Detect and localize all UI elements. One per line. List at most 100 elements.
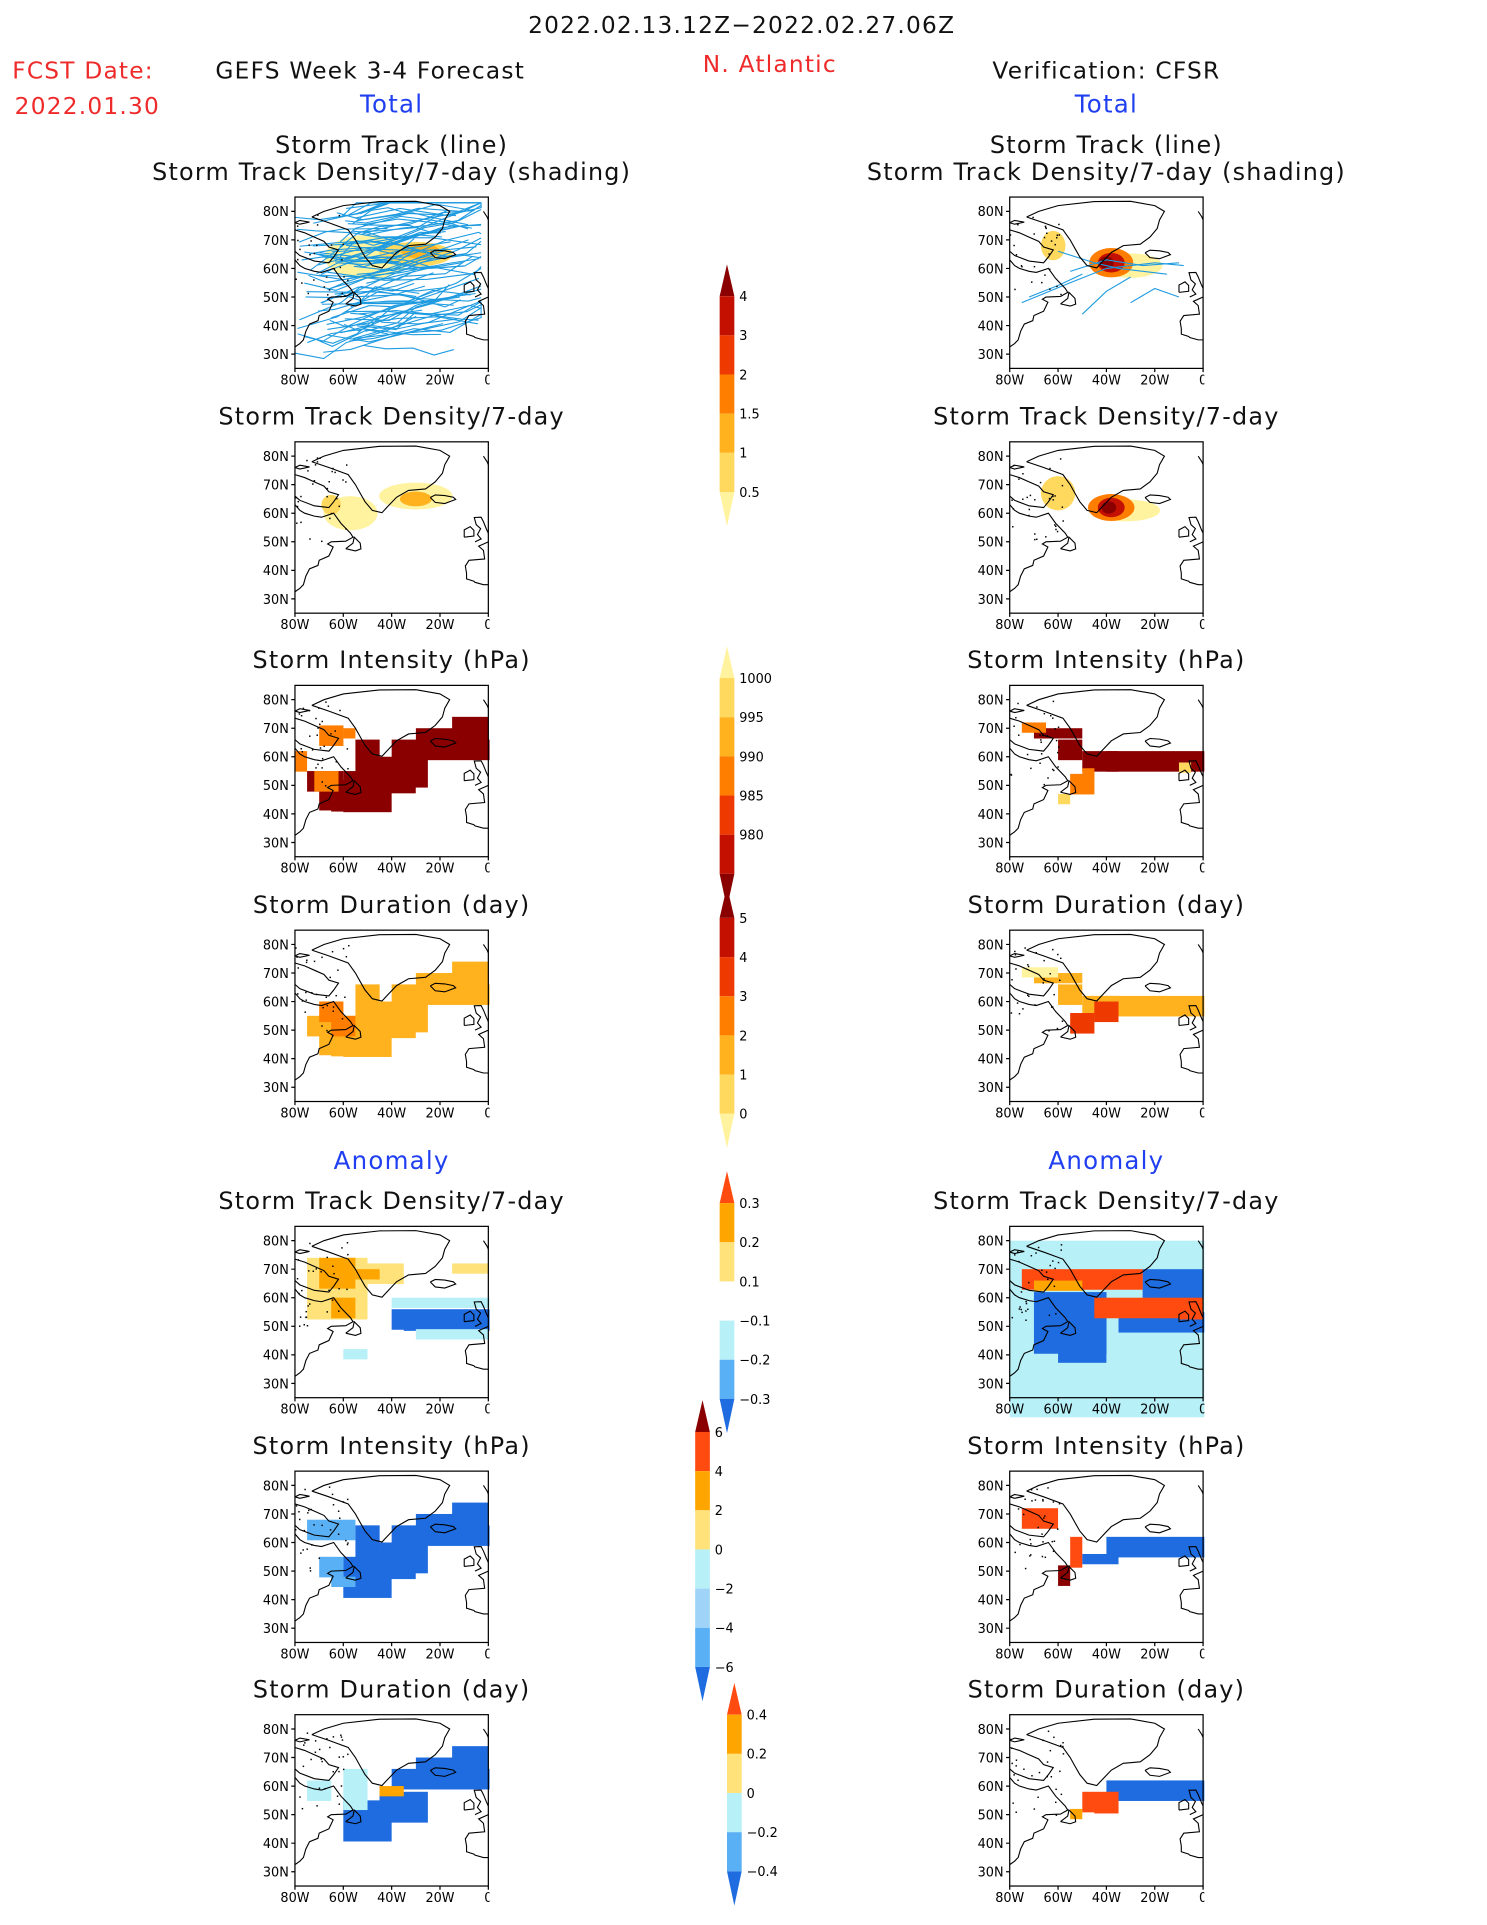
colorbar-segment: [719, 1359, 735, 1399]
colorbar-segment: [726, 1714, 742, 1754]
colorbar-segment: [695, 1549, 710, 1589]
storm-track-line: [337, 203, 475, 221]
map-panel-density-anom-cfsr: 80W 60W 40W 20W 0 80N 70N 60N 50N 40N 30N: [960, 1221, 1397, 1447]
lon-tick-label: 80W: [280, 373, 309, 388]
aint-fc-field: [307, 1502, 501, 1598]
storm-track-line: [305, 272, 434, 299]
colorbar-tick-label: 0: [715, 1543, 723, 1558]
coastline-layer: [294, 1474, 489, 1622]
lat-tick-label: 80N: [978, 1723, 1004, 1738]
lon-tick-label: 80W: [280, 1106, 309, 1121]
lat-tick-label: 30N: [978, 1081, 1004, 1096]
colorbar-tick-label: −6: [715, 1661, 734, 1676]
storm-track-line: [320, 254, 402, 275]
map-svg: 80W 60W 40W 20W 0 80N 70N 60N 50N 40N 30N: [978, 1714, 1216, 1906]
storm-track-line: [306, 291, 417, 298]
lat-tick-label: 80N: [263, 1723, 289, 1738]
colorbar-top-arrow: [719, 1171, 735, 1204]
storm-track-line: [343, 288, 482, 332]
storm-track-line: [326, 289, 471, 325]
colorbar-svg: 1000 995 990 985 980: [719, 646, 772, 909]
storm-track-line: [358, 256, 465, 269]
lon-tick-label: 80W: [995, 1106, 1024, 1121]
colorbar-bottom-arrow: [719, 1398, 735, 1434]
lon-tick-label: 20W: [1140, 373, 1169, 388]
coastline-layer: [1009, 1718, 1204, 1866]
colorbar-tick-label: 995: [739, 711, 764, 726]
storm-track-line: [345, 234, 442, 251]
lat-tick-label: 40N: [263, 1837, 289, 1852]
lon-tick-label: 60W: [1044, 618, 1073, 633]
title-duration-right: Storm Duration (day): [967, 890, 1246, 920]
lat-tick-label: 60N: [263, 1536, 289, 1551]
lon-tick-label: 0: [1199, 618, 1204, 633]
lat-tick-label: 40N: [978, 1837, 1004, 1852]
lon-tick-label: 60W: [1044, 1891, 1073, 1906]
lon-tick-label: 0: [484, 1647, 489, 1662]
model-title: GEFS Week 3-4 Forecast: [215, 57, 526, 85]
lat-tick-label: 70N: [978, 479, 1004, 494]
lat-tick-label: 40N: [978, 808, 1004, 823]
storm-track-line: [317, 255, 434, 266]
lat-tick-label: 40N: [263, 564, 289, 579]
lon-tick-label: 20W: [425, 862, 454, 877]
colorbar-bottom-arrow: [726, 1871, 742, 1906]
lon-tick-label: 20W: [425, 373, 454, 388]
lat-tick-label: 70N: [978, 1508, 1004, 1523]
map-svg: 80W 60W 40W 20W 0 80N 70N 60N 50N 40N 30N: [263, 1714, 501, 1906]
lon-tick-label: 40W: [377, 862, 406, 877]
map-panel-density-cfsr: 80W 60W 40W 20W 0 80N 70N 60N 50N 40N 30N: [960, 437, 1207, 638]
colorbar-tick-label: 5: [739, 912, 747, 927]
colorbar-tick-label: −2: [715, 1583, 734, 1598]
lat-tick-label: 50N: [263, 1809, 289, 1824]
map-svg: 80W 60W 40W 20W 0 80N 70N 60N 50N 40N 30N: [978, 929, 1216, 1121]
storm-track-line: [298, 227, 388, 243]
title-density-anom-right: Storm Track Density/7-day: [933, 1187, 1280, 1216]
coastline-layer: [1009, 933, 1204, 1081]
colorbar-intensity-total: 1000 995 990 985 980: [717, 644, 815, 918]
section-anomaly-left: Anomaly: [333, 1145, 450, 1175]
lat-tick-label: 60N: [978, 507, 1004, 522]
colorbar-svg: 6 4 2 0 −2 −4 −6: [695, 1400, 734, 1702]
adur-fc-field: [307, 1746, 501, 1842]
lat-tick-label: 40N: [263, 319, 289, 334]
lat-tick-label: 50N: [263, 1024, 289, 1039]
lon-tick-label: 80W: [995, 618, 1024, 633]
storm-track-line: [1081, 276, 1131, 315]
storm-track-line: [352, 211, 460, 241]
colorbar-tick-label: 0.3: [739, 1197, 759, 1212]
colorbar-segment: [719, 795, 735, 835]
dens-fc-field: [321, 482, 453, 531]
colorbar-tick-label: 0.1: [739, 1275, 759, 1290]
lat-tick-label: 80N: [263, 205, 289, 220]
storm-track-line: [340, 277, 480, 334]
section-anomaly-right: Anomaly: [1048, 1145, 1165, 1175]
lat-tick-label: 70N: [263, 1508, 289, 1523]
colorbar-tick-label: 6: [715, 1426, 723, 1441]
lon-tick-label: 0: [1199, 373, 1204, 388]
colorbar-segment: [719, 996, 735, 1036]
lon-tick-label: 20W: [1140, 1403, 1169, 1418]
lat-tick-label: 60N: [263, 507, 289, 522]
storm-track-line: [301, 241, 391, 261]
colorbar-bottom-arrow: [695, 1666, 710, 1702]
lon-tick-label: 60W: [329, 1403, 358, 1418]
title-track-shading-right: Storm Track Density/7-day (shading): [866, 157, 1346, 187]
coastline-layer: [1009, 200, 1204, 348]
lat-tick-label: 30N: [978, 1622, 1004, 1637]
date-range-title: 2022.02.13.12Z−2022.02.27.06Z: [528, 12, 956, 40]
lat-tick-label: 80N: [263, 450, 289, 465]
lat-tick-label: 40N: [263, 1349, 289, 1364]
lon-tick-label: 80W: [280, 618, 309, 633]
coastline-layer: [294, 445, 489, 593]
coastline-layer: [294, 689, 489, 836]
coastline-layer: [1009, 1474, 1204, 1622]
lat-tick-label: 70N: [978, 234, 1004, 249]
storm-track-line: [320, 303, 454, 343]
lon-tick-label: 0: [484, 1891, 489, 1906]
adur-cf-field: [1070, 1780, 1216, 1820]
map-svg: 80W 60W 40W 20W 0 80N 70N 60N 50N 40N 30N: [263, 684, 501, 877]
coastline-layer: [1009, 689, 1204, 836]
title-duration-left: Storm Duration (day): [252, 890, 531, 920]
title-intensity-right: Storm Intensity (hPa): [967, 646, 1246, 675]
